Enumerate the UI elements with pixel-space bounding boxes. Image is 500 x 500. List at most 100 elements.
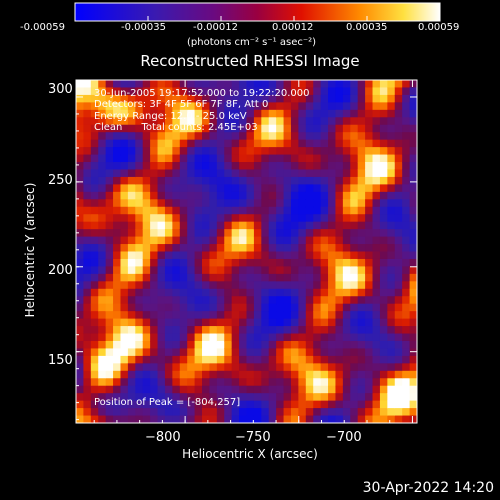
heatmap-cell: [135, 408, 144, 417]
heatmap-cell: [76, 147, 85, 156]
heatmap-cell: [209, 199, 218, 208]
heatmap-cell: [76, 288, 85, 297]
heatmap-cell: [194, 393, 203, 402]
heatmap-cell: [276, 333, 285, 342]
heatmap-cell: [298, 400, 307, 409]
heatmap-cell: [98, 326, 107, 335]
heatmap-cell: [187, 117, 196, 126]
heatmap-cell: [350, 176, 359, 185]
heatmap-cell: [135, 363, 144, 372]
heatmap-cell: [83, 318, 92, 327]
heatmap-cell: [387, 154, 396, 163]
heatmap-cell: [253, 408, 262, 417]
heatmap-cell: [409, 147, 417, 156]
heatmap-cell: [172, 147, 181, 156]
heatmap-cell: [290, 154, 299, 163]
heatmap-cell: [76, 132, 85, 141]
heatmap-cell: [283, 415, 292, 423]
heatmap-cell: [239, 139, 248, 148]
heatmap-cell: [239, 408, 248, 417]
heatmap-cell: [90, 80, 99, 89]
heatmap-cell: [76, 251, 85, 260]
heatmap-cell: [305, 191, 314, 200]
heatmap-cell: [194, 333, 203, 342]
heatmap-cell: [187, 370, 196, 379]
heatmap-cell: [365, 378, 374, 387]
heatmap-cell: [239, 415, 248, 423]
heatmap-cell: [239, 236, 248, 245]
heatmap-cell: [98, 124, 107, 133]
heatmap-cell: [231, 176, 240, 185]
heatmap-cell: [394, 348, 403, 357]
heatmap-cell: [157, 139, 166, 148]
heatmap-cell: [357, 184, 366, 193]
heatmap-cell: [253, 333, 262, 342]
heatmap-cell: [261, 273, 270, 282]
heatmap-cell: [98, 244, 107, 253]
heatmap-cell: [253, 87, 262, 96]
heatmap-cell: [268, 132, 277, 141]
heatmap-cell: [320, 147, 329, 156]
heatmap-cell: [216, 266, 225, 275]
heatmap-cell: [179, 132, 188, 141]
heatmap-cell: [209, 102, 218, 111]
heatmap-cell: [372, 87, 381, 96]
heatmap-cell: [276, 378, 285, 387]
heatmap-cell: [105, 355, 114, 364]
heatmap-cell: [350, 117, 359, 126]
heatmap-cell: [142, 102, 151, 111]
heatmap-cell: [157, 117, 166, 126]
heatmap-cell: [194, 296, 203, 305]
heatmap-cell: [276, 363, 285, 372]
heatmap-cell: [120, 221, 129, 230]
heatmap-cell: [328, 273, 337, 282]
heatmap-cell: [187, 109, 196, 118]
heatmap-cell: [342, 273, 351, 282]
heatmap-cell: [224, 80, 233, 89]
heatmap-cell: [202, 117, 211, 126]
heatmap-cell: [305, 355, 314, 364]
heatmap-cell: [379, 355, 388, 364]
heatmap-cell: [313, 408, 322, 417]
heatmap-cell: [157, 370, 166, 379]
heatmap-cell: [313, 348, 322, 357]
heatmap-cell: [209, 132, 218, 141]
heatmap-cell: [157, 132, 166, 141]
heatmap-cell: [246, 370, 255, 379]
heatmap-cell: [342, 415, 351, 423]
heatmap-cell: [328, 318, 337, 327]
heatmap-cell: [372, 117, 381, 126]
heatmap-cell: [298, 370, 307, 379]
heatmap-cell: [357, 206, 366, 215]
heatmap-cell: [246, 169, 255, 178]
heatmap-cell: [202, 87, 211, 96]
heatmap-cell: [357, 102, 366, 111]
heatmap-cell: [394, 363, 403, 372]
heatmap-cell: [357, 333, 366, 342]
heatmap-cell: [194, 303, 203, 312]
heatmap-cell: [402, 326, 411, 335]
heatmap-cell: [268, 326, 277, 335]
heatmap-cell: [127, 348, 136, 357]
annotation-peak-position: Position of Peak = [-804,257]: [94, 397, 241, 408]
heatmap-cell: [365, 221, 374, 230]
heatmap-cell: [187, 184, 196, 193]
heatmap-cell: [83, 303, 92, 312]
heatmap-cell: [290, 393, 299, 402]
heatmap-cell: [402, 191, 411, 200]
heatmap-cell: [83, 176, 92, 185]
heatmap-cell: [328, 199, 337, 208]
heatmap-cell: [372, 266, 381, 275]
heatmap-cell: [246, 154, 255, 163]
heatmap-cell: [394, 154, 403, 163]
heatmap-cell: [357, 176, 366, 185]
heatmap-cell: [298, 266, 307, 275]
heatmap-cell: [83, 132, 92, 141]
heatmap-cell: [172, 87, 181, 96]
heatmap-cell: [298, 326, 307, 335]
heatmap-cell: [76, 139, 85, 148]
heatmap-cell: [276, 348, 285, 357]
heatmap-cell: [379, 378, 388, 387]
heatmap-cell: [164, 340, 173, 350]
heatmap-cell: [328, 393, 337, 402]
